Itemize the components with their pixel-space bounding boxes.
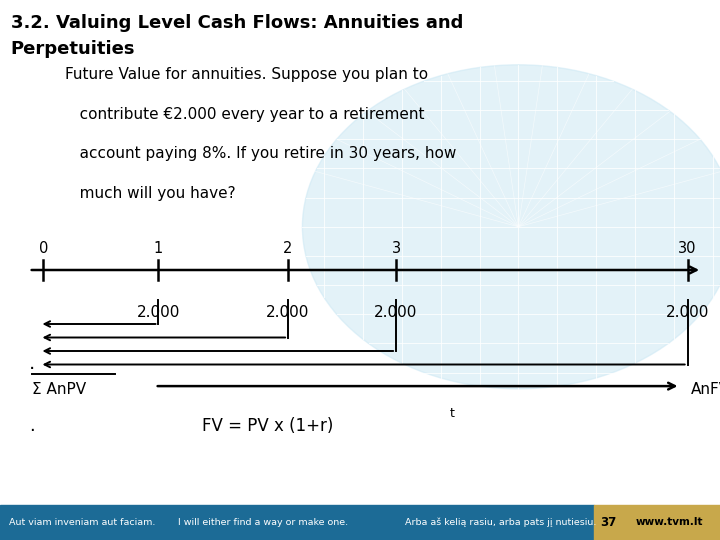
Text: much will you have?: much will you have? [65,186,235,201]
Text: www.tvm.lt: www.tvm.lt [636,517,703,528]
Circle shape [302,65,720,389]
Text: 2.000: 2.000 [666,305,709,320]
Text: 2.000: 2.000 [266,305,310,320]
Text: 2.000: 2.000 [374,305,418,320]
Text: Σ AnPV: Σ AnPV [32,382,86,397]
Text: Aut viam inveniam aut faciam.: Aut viam inveniam aut faciam. [9,518,155,527]
Text: 3: 3 [392,241,400,256]
Text: .: . [29,417,35,435]
Bar [0,505,594,540]
Text: 37: 37 [600,516,616,529]
Bar [594,505,720,540]
Text: FV = PV x (1+r): FV = PV x (1+r) [202,417,333,435]
Text: Arba aš kelią rasiu, arba pats jį nutiesiu.: Arba aš kelią rasiu, arba pats jį nuties… [405,518,596,527]
Text: 30: 30 [678,241,697,256]
Text: Future Value for annuities. Suppose you plan to: Future Value for annuities. Suppose you … [65,68,428,83]
Text: 3.2. Valuing Level Cash Flows: Annuities and: 3.2. Valuing Level Cash Flows: Annuities… [11,14,463,31]
Text: contribute €2.000 every year to a retirement: contribute €2.000 every year to a retire… [65,107,424,122]
Text: 2.000: 2.000 [137,305,180,320]
Text: .: . [30,354,35,373]
Text: 0: 0 [38,241,48,256]
Text: Perpetuities: Perpetuities [11,40,135,58]
Text: AnFV: AnFV [691,382,720,397]
Text: 1: 1 [154,241,163,256]
Text: I will either find a way or make one.: I will either find a way or make one. [178,518,348,527]
Text: 2: 2 [283,241,293,256]
Text: account paying 8%. If you retire in 30 years, how: account paying 8%. If you retire in 30 y… [65,146,456,161]
Text: t: t [450,407,455,420]
